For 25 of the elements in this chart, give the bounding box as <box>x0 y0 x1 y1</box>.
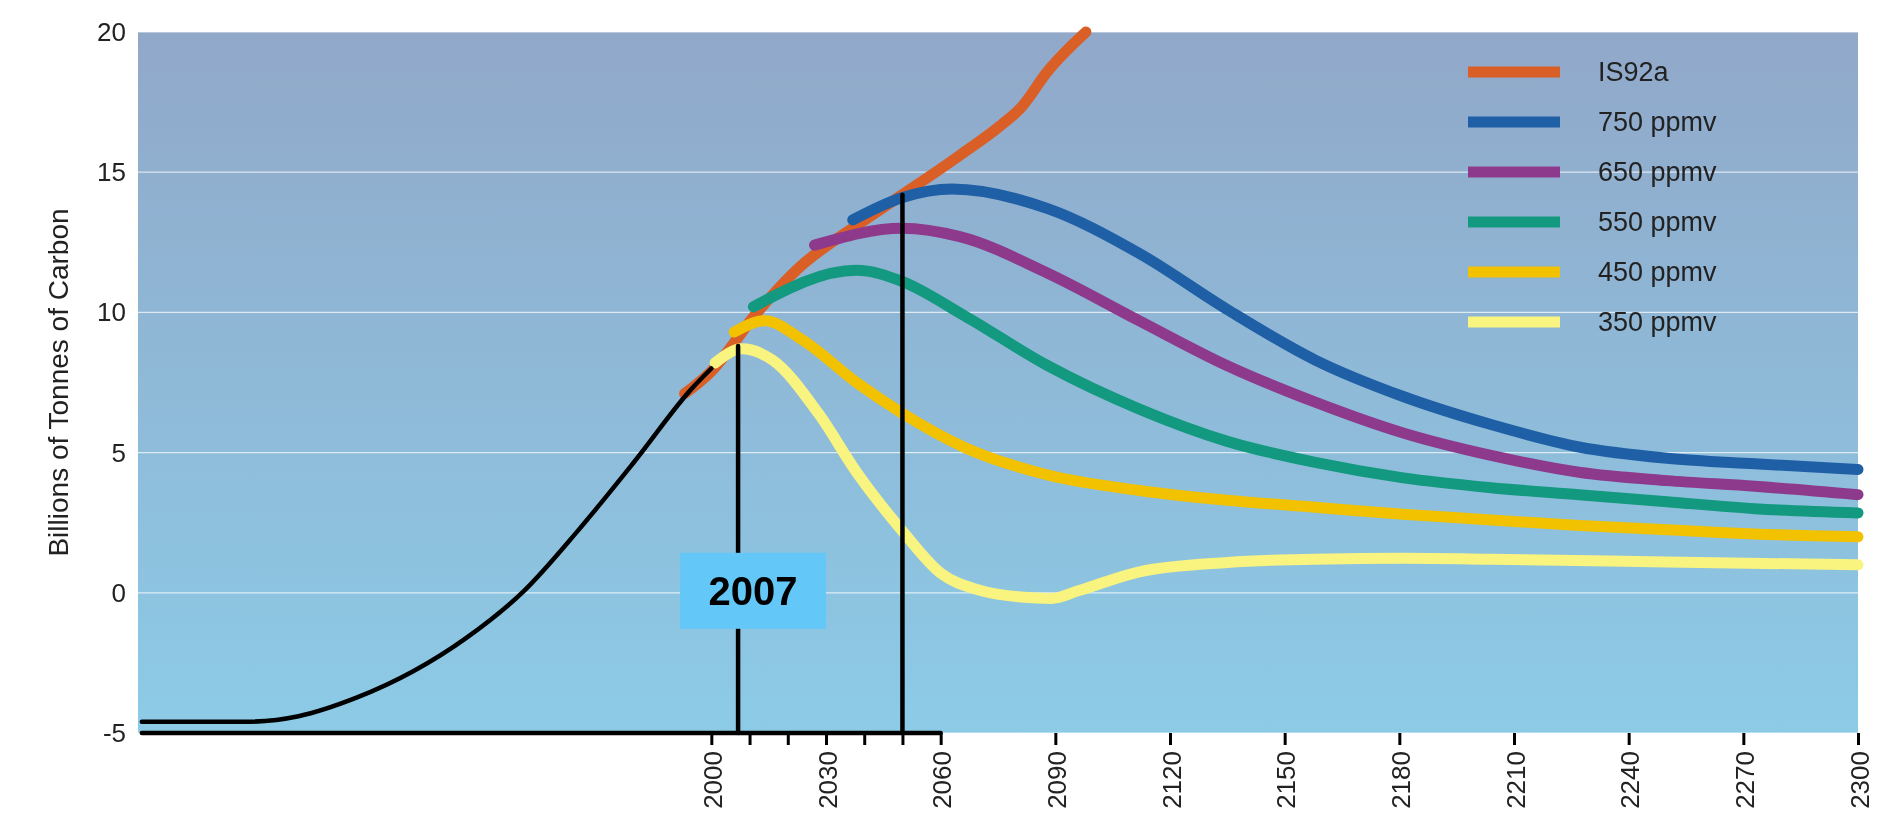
legend-label: 750 ppmv <box>1598 107 1718 137</box>
y-tick-label: 20 <box>97 17 126 47</box>
annotation: 2007 <box>708 568 798 613</box>
x-tick-label: 2090 <box>1041 751 1072 809</box>
x-tick-label: 2000 <box>697 751 728 809</box>
legend-label: 350 ppmv <box>1598 307 1718 337</box>
y-tick-label: 15 <box>97 157 126 188</box>
x-tick-label: 2300 <box>1844 751 1875 809</box>
x-tick-label: 2030 <box>812 751 843 809</box>
x-tick-label: 2180 <box>1385 751 1416 809</box>
y-tick-label: 5 <box>111 437 126 468</box>
y-tick-label: -5 <box>102 718 126 748</box>
x-tick-label: 2240 <box>1615 751 1646 809</box>
legend-label: 550 ppmv <box>1598 207 1718 237</box>
x-tick-label: 2270 <box>1729 751 1760 809</box>
legend-label: 650 ppmv <box>1598 157 1718 187</box>
x-tick-label: 2150 <box>1271 751 1302 809</box>
y-tick-label: 0 <box>111 577 126 608</box>
y-tick-label: 10 <box>97 297 126 328</box>
x-tick-label: 2060 <box>927 751 958 809</box>
legend-label: IS92a <box>1598 57 1670 87</box>
legend-label: 450 ppmv <box>1598 257 1718 287</box>
x-tick-label: 2120 <box>1156 751 1187 809</box>
x-tick-label: 2210 <box>1500 751 1531 809</box>
y-axis-title: Billions of Tonnes of Carbon <box>43 208 74 557</box>
